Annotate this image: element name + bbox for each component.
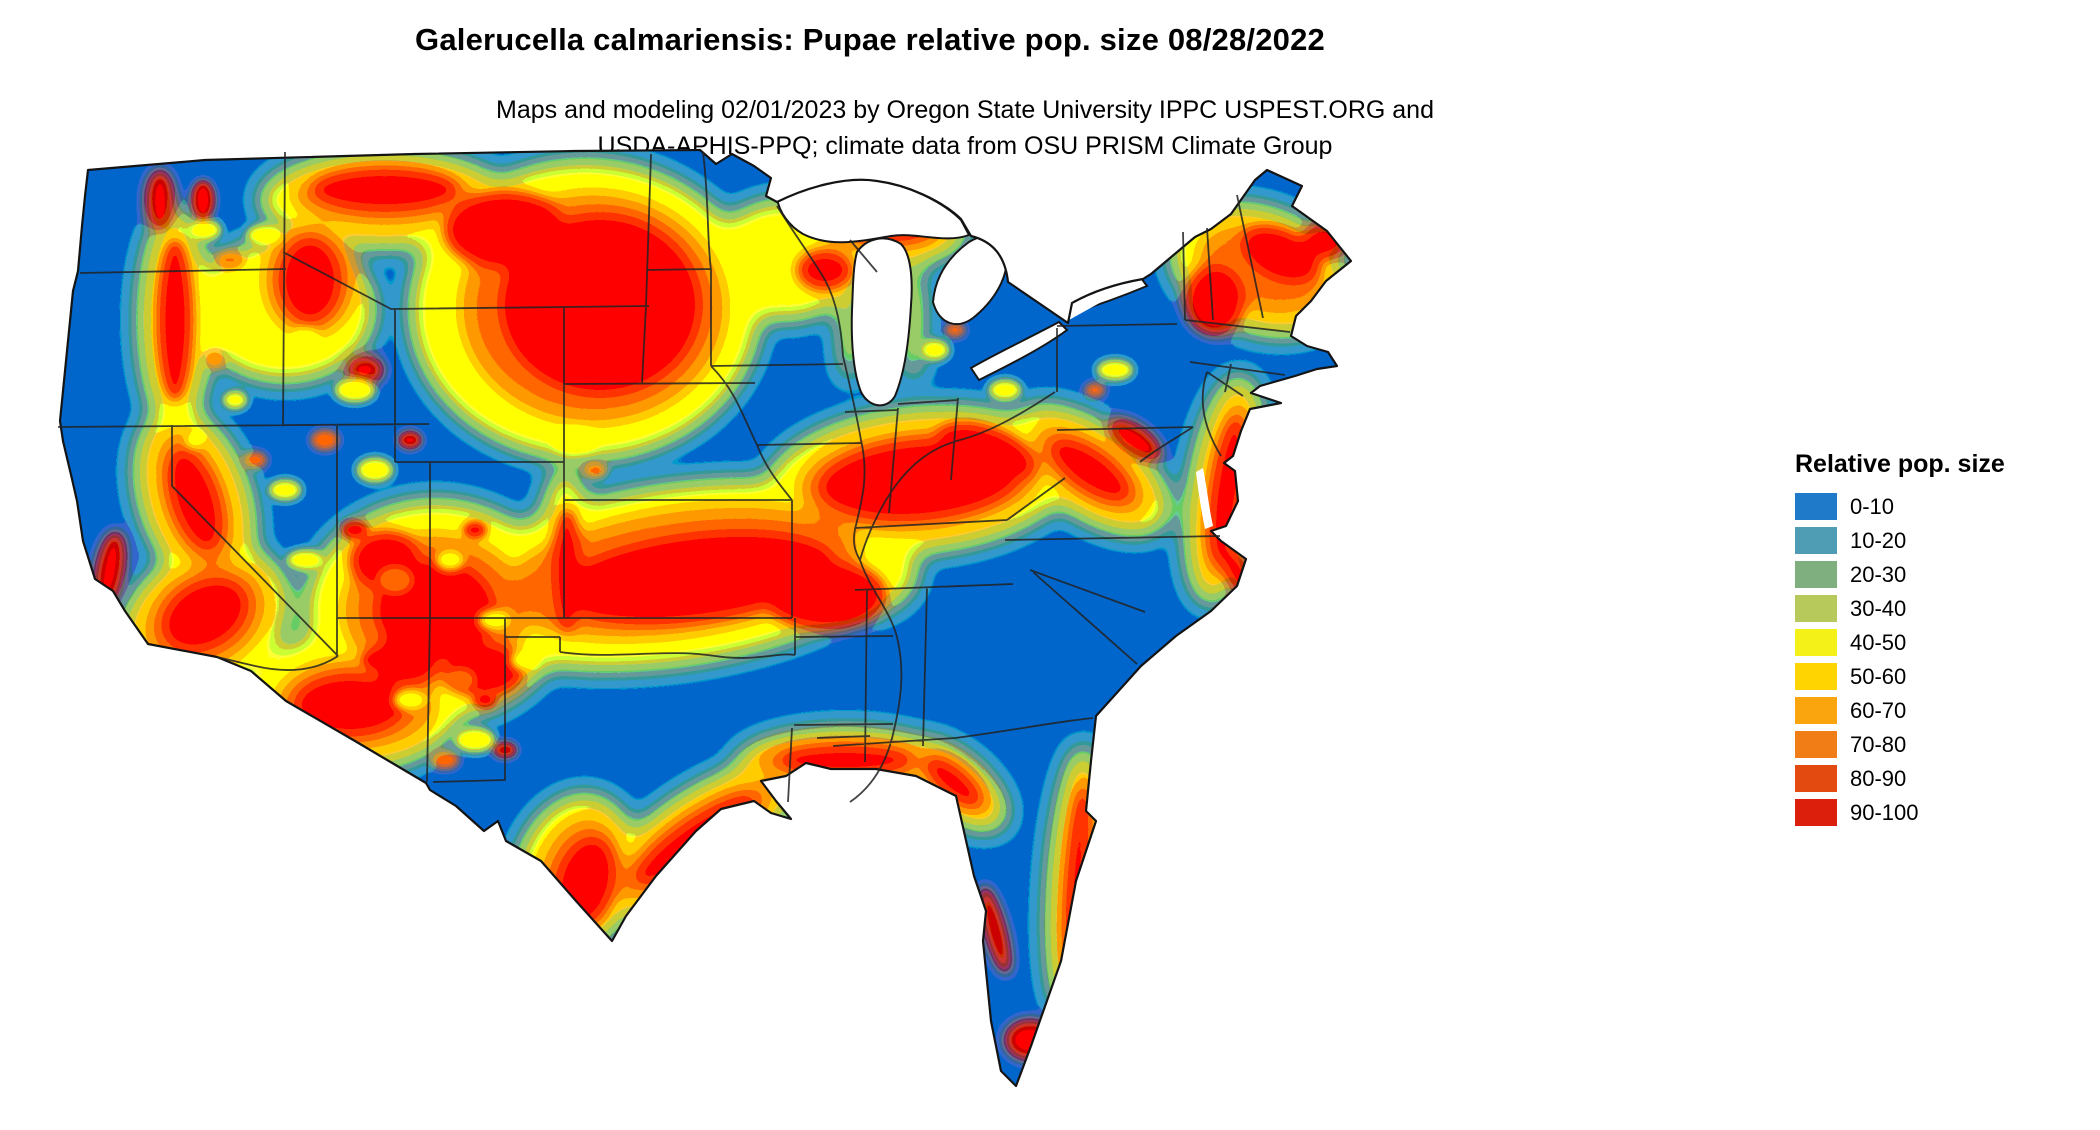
legend-item: 30-40 [1795,595,2005,622]
legend-item: 50-60 [1795,663,2005,690]
us-map [57,148,1353,1088]
legend-label: 0-10 [1850,493,1895,519]
us-outline [58,148,1353,1088]
chesapeake-bay [1196,468,1213,529]
figure-subtitle: Maps and modeling 02/01/2023 by Oregon S… [0,92,1930,164]
legend-item: 10-20 [1795,527,2005,554]
state-borders [57,151,1291,803]
lake-erie [969,320,1069,382]
legend-swatch [1795,629,1837,656]
legend-swatch [1795,731,1837,758]
legend-swatch [1795,527,1837,554]
legend: Relative pop. size 0-10 10-20 20-30 30-40 40… [1795,450,2005,826]
legend-label: 60-70 [1850,697,1907,723]
subtitle-line-1: Maps and modeling 02/01/2023 by Oregon S… [496,96,1434,124]
legend-label: 40-50 [1850,629,1907,655]
legend-label: 80-90 [1850,765,1907,791]
legend-label: 50-60 [1850,663,1907,689]
lake-michigan [850,237,913,407]
legend-item: 0-10 [1795,493,2005,520]
legend-swatch [1795,799,1837,826]
legend-label: 30-40 [1850,595,1907,621]
legend-swatch [1795,493,1837,520]
legend-item: 60-70 [1795,697,2005,724]
legend-label: 90-100 [1850,799,1919,825]
mottle-specks [185,180,1133,769]
legend-label: 70-80 [1850,731,1907,757]
legend-item: 70-80 [1795,731,2005,758]
legend-swatch [1795,595,1837,622]
legend-swatch [1795,561,1837,588]
legend-swatch [1795,765,1837,792]
subtitle-line-2: USDA-APHIS-PPQ; climate data from OSU PR… [597,132,1333,160]
legend-item: 40-50 [1795,629,2005,656]
legend-item: 80-90 [1795,765,2005,792]
legend-title: Relative pop. size [1795,450,2005,478]
lake-superior [775,177,971,244]
legend-swatch [1795,697,1837,724]
legend-label: 10-20 [1850,527,1907,553]
legend-label: 20-30 [1850,561,1907,587]
legend-item: 90-100 [1795,799,2005,826]
figure-title: Galerucella calmariensis: Pupae relative… [415,22,1325,57]
legend-entries: 0-10 10-20 20-30 30-40 40-50 50-60 60-70 70-80 8… [1795,493,2005,826]
legend-item: 20-30 [1795,561,2005,588]
legend-swatch [1795,663,1837,690]
